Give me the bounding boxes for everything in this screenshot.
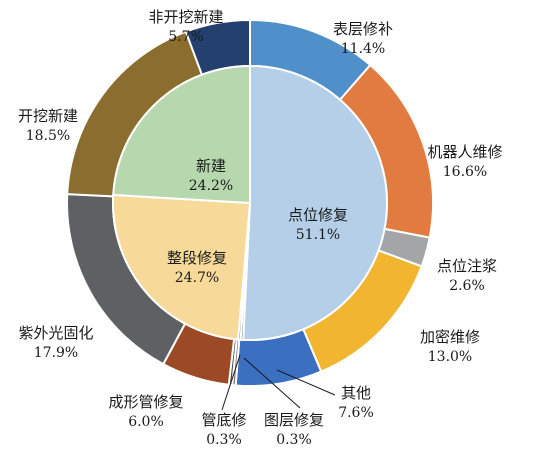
outer-label-jiqiren: 机器人维修 — [427, 143, 502, 161]
leader-line-2 — [276, 369, 336, 396]
inner-pct-xinjian: 24.2% — [189, 178, 233, 194]
outer-pct-kaiwa: 18.5% — [26, 128, 70, 144]
inner-label-dianwei: 点位修复 — [288, 206, 348, 224]
outer-label-qita: 其他 — [341, 384, 371, 402]
outer-pct-chengxing: 6.0% — [128, 414, 164, 430]
inner-label-xinjian: 新建 — [196, 157, 226, 175]
outer-pct-guandi: 0.3% — [206, 432, 242, 448]
outer-label-zhujiang: 点位注浆 — [437, 257, 497, 275]
outer-pct-jiami: 13.0% — [428, 349, 472, 365]
outer-label-biaoceng: 表层修补 — [333, 20, 393, 38]
outer-pct-ziwaiguang: 17.9% — [34, 345, 78, 361]
outer-pct-jiqiren: 16.6% — [443, 164, 487, 180]
inner-slice-0 — [242, 64, 388, 341]
leader-line-1 — [243, 357, 301, 409]
inner-slice-4 — [112, 64, 251, 205]
outer-label-ziwaiguang: 紫外光固化 — [18, 324, 93, 342]
inner-slice-3 — [112, 193, 252, 341]
outer-pct-qita: 7.6% — [338, 405, 374, 421]
outer-pct-feikaiwa: 5.7% — [168, 29, 204, 45]
inner-ring — [112, 64, 388, 341]
outer-label-chengxing: 成形管修复 — [108, 393, 183, 411]
outer-label-feikaiwa: 非开挖新建 — [148, 8, 223, 26]
leader-line-0 — [221, 354, 241, 411]
outer-pct-zhujiang: 2.6% — [449, 278, 485, 294]
outer-label-jiami: 加密维修 — [420, 328, 480, 346]
leader-lines — [221, 354, 336, 411]
inner-label-zhengduan: 整段修复 — [167, 249, 227, 267]
outer-label-guandi: 管底修 — [201, 411, 246, 429]
outer-label-kaiwa: 开挖新建 — [18, 107, 78, 125]
outer-label-tuceng: 图层修复 — [264, 411, 324, 429]
outer-pct-tuceng: 0.3% — [276, 432, 312, 448]
outer-pct-biaoceng: 11.4% — [341, 41, 385, 57]
inner-pct-dianwei: 51.1% — [296, 227, 340, 243]
inner-pct-zhengduan: 24.7% — [175, 270, 219, 286]
